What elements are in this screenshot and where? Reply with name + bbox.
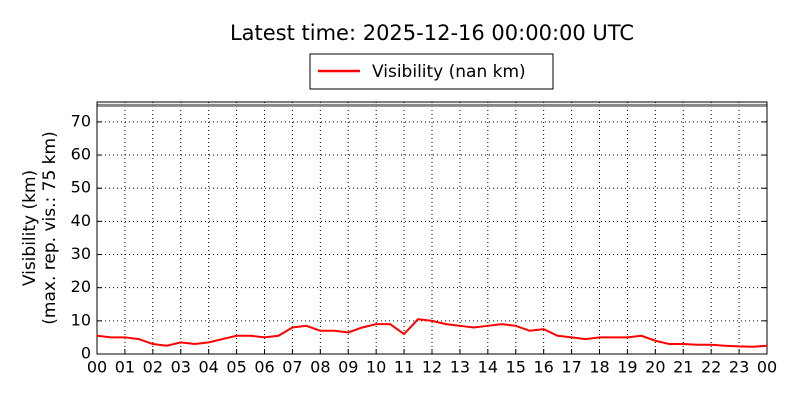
x-tick-label: 00 <box>87 358 107 377</box>
x-tick-label: 15 <box>506 358 526 377</box>
x-tick-label: 14 <box>478 358 498 377</box>
x-tick-label: 09 <box>338 358 358 377</box>
x-tick-label: 03 <box>171 358 191 377</box>
data-line <box>96 318 768 348</box>
x-tick-label: 17 <box>561 358 581 377</box>
x-tick-label: 13 <box>450 358 470 377</box>
y-tick-label: 50 <box>71 178 91 197</box>
y-tick-label: 0 <box>81 344 91 363</box>
chart-title: Latest time: 2025-12-16 00:00:00 UTC <box>230 21 634 45</box>
x-tick-label: 12 <box>422 358 442 377</box>
y-axis-label: (max. rep. vis.: 75 km) <box>40 131 60 324</box>
y-tick-label: 60 <box>71 145 91 164</box>
x-tick-label: 01 <box>115 358 135 377</box>
x-tick-label: 22 <box>701 358 721 377</box>
x-tick-label: 07 <box>282 358 302 377</box>
x-tick-label: 00 <box>757 358 777 377</box>
y-tick-label: 30 <box>71 244 91 263</box>
x-tick-label: 16 <box>533 358 553 377</box>
y-axis-label: Visibility (km) <box>20 170 40 286</box>
y-tick-label: 10 <box>71 310 91 329</box>
x-tick-label: 02 <box>143 358 163 377</box>
x-tick-label: 10 <box>366 358 386 377</box>
y-tick-label: 70 <box>71 111 91 130</box>
y-tick-label: 20 <box>71 277 91 296</box>
x-tick-label: 18 <box>589 358 609 377</box>
x-tick-label: 08 <box>310 358 330 377</box>
x-tick-label: 11 <box>394 358 414 377</box>
x-tick-label: 21 <box>673 358 693 377</box>
legend-label: Visibility (nan km) <box>372 62 526 82</box>
plot-frame <box>96 101 768 355</box>
y-tick-label: 40 <box>71 211 91 230</box>
x-tick-label: 04 <box>198 358 218 377</box>
x-tick-label: 19 <box>617 358 637 377</box>
x-tick-label: 06 <box>254 358 274 377</box>
x-tick-label: 23 <box>729 358 749 377</box>
legend: Visibility (nan km) <box>309 53 554 90</box>
x-tick-label: 20 <box>645 358 665 377</box>
x-tick-label: 05 <box>226 358 246 377</box>
